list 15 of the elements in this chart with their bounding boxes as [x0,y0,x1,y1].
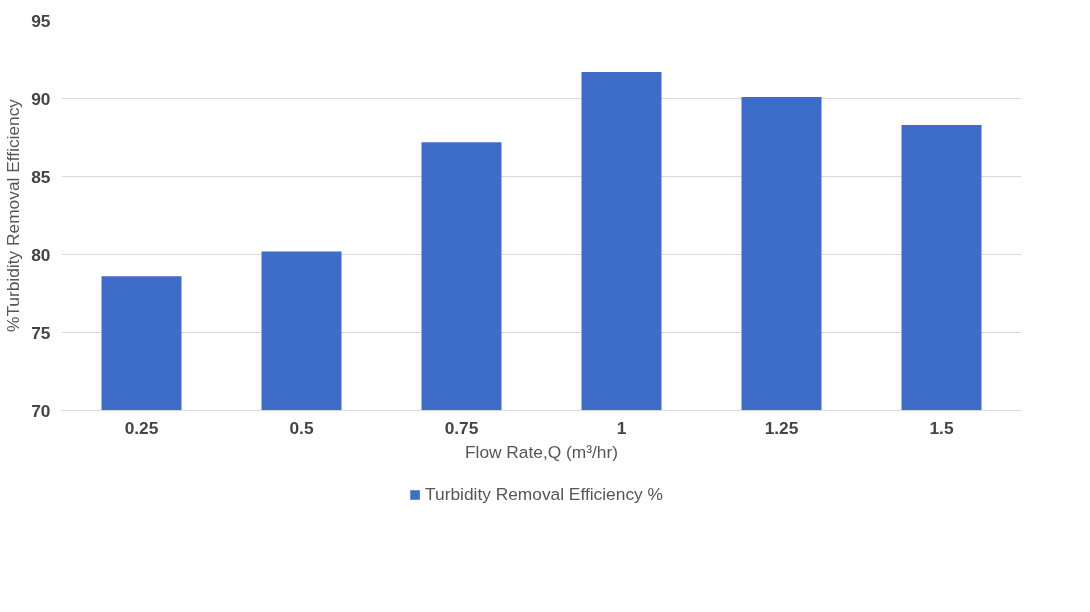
x-tick-label: 0.75 [444,417,479,438]
y-axis-title: %Turbidity Removal Efficiency [3,98,24,333]
y-tick-label: 95 [31,10,51,31]
x-axis-title: Flow Rate,Q (m³/hr) [464,441,619,462]
y-tick-label: 75 [31,322,51,343]
x-tick-label: 0.5 [289,417,314,438]
y-tick-label: 90 [31,88,51,109]
x-tick-label: 1.25 [764,417,799,438]
y-tick-label: 80 [31,244,51,265]
x-tick-label: 1.5 [929,417,954,438]
y-tick-label: 70 [31,400,51,421]
y-tick-label: 85 [31,166,51,187]
legend-label: Turbidity Removal Efficiency % [425,483,663,505]
x-tick-label: 0.25 [124,417,159,438]
x-tick-label: 1 [616,417,627,438]
